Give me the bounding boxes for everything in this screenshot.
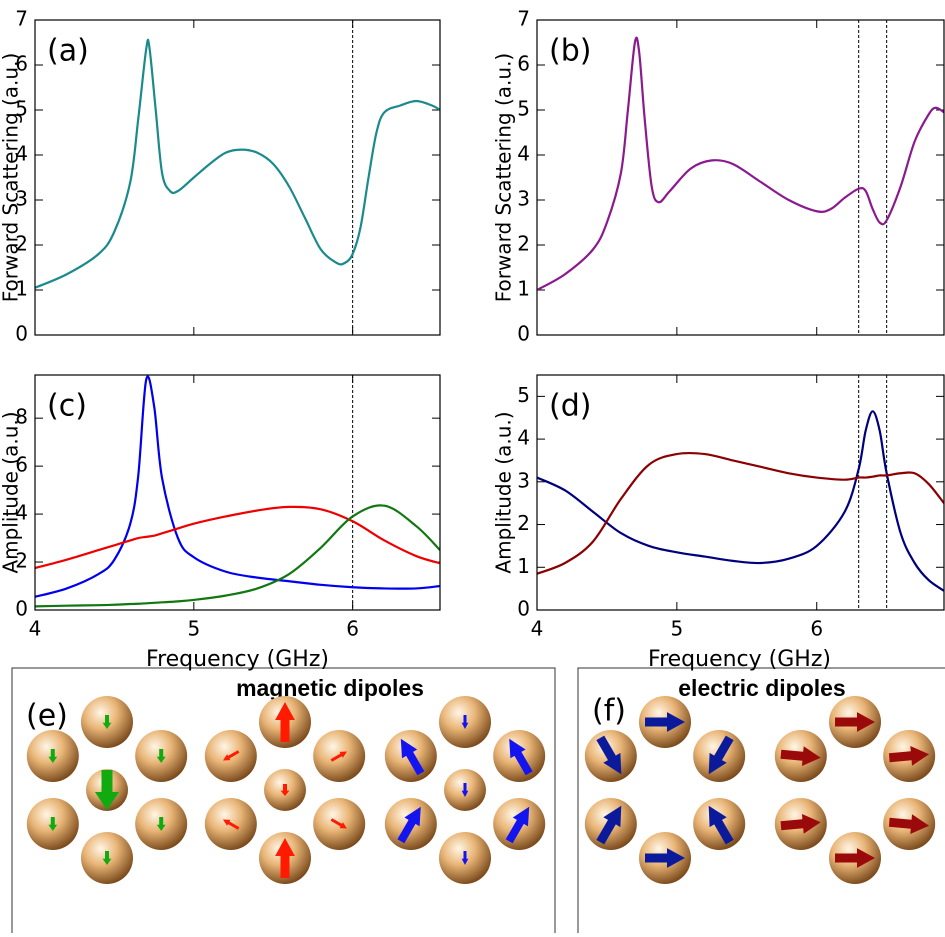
dipole-arrow: [645, 848, 685, 868]
data-line: [35, 505, 440, 570]
x-tick-label: 6: [346, 617, 359, 641]
y-tick-label: 2: [15, 232, 28, 256]
y-tick-label: 4: [517, 426, 530, 450]
plot-frame: [34, 19, 441, 336]
y-tick-label: 1: [517, 554, 530, 578]
dipole-arrow: [275, 838, 295, 878]
dipole-arrow: [156, 817, 166, 831]
x-tick-label: 5: [670, 617, 683, 641]
y-axis-label: Forward Scattering (a.u.): [0, 53, 23, 302]
y-tick-label: 1: [517, 277, 530, 301]
x-axis-label: Frequency (GHz): [146, 647, 329, 672]
data-line: [35, 504, 440, 608]
dipole-arrow: [708, 735, 734, 775]
y-tick-label: 6: [517, 52, 530, 76]
dipole-arrow: [275, 702, 295, 742]
y-tick-label: 5: [517, 97, 530, 121]
dipole-arrow: [596, 805, 622, 845]
x-tick-label: 4: [531, 617, 544, 641]
y-tick-label: 0: [15, 322, 28, 346]
panel-label: (a): [47, 34, 89, 69]
dipole-arrow: [156, 749, 166, 763]
y-tick-label: 3: [517, 187, 530, 211]
dipole-arrow: [461, 783, 469, 797]
y-axis-label: Forward Scattering (a.u.): [492, 53, 516, 302]
y-tick-label: 6: [15, 52, 28, 76]
panel-label: (b): [549, 34, 591, 69]
x-tick-label: 4: [29, 617, 42, 641]
dipole-arrow: [102, 851, 112, 865]
dipole-arrow: [280, 784, 290, 796]
dipole-arrow: [835, 712, 875, 732]
x-tick-label: 5: [187, 617, 200, 641]
y-tick-label: 4: [517, 142, 530, 166]
dipole-arrow: [888, 814, 930, 834]
x-tick-label: 6: [810, 617, 823, 641]
dipole-arrow: [48, 817, 58, 831]
y-tick-label: 2: [517, 511, 530, 535]
y-tick-label: 1: [15, 277, 28, 301]
y-tick-label: 0: [517, 597, 530, 621]
dipole-arrow: [223, 819, 240, 830]
plot-frame: [34, 374, 441, 611]
dipole-arrow: [223, 750, 240, 761]
dipole-arrow: [461, 851, 469, 865]
dipole-arrow: [330, 818, 347, 829]
dipole-arrow: [780, 814, 821, 834]
data-line: [35, 38, 440, 289]
y-tick-label: 3: [517, 468, 530, 492]
plot-frame: [536, 19, 945, 336]
panel-title: magnetic dipoles: [236, 675, 424, 701]
plot-frame: [536, 374, 945, 611]
y-tick-label: 0: [517, 322, 530, 346]
y-tick-label: 2: [15, 549, 28, 573]
dipole-arrow: [102, 715, 112, 729]
panel-label: (c): [47, 389, 87, 424]
y-tick-label: 2: [517, 232, 530, 256]
dipole-arrow: [48, 749, 58, 763]
y-tick-label: 0: [15, 597, 28, 621]
dipole-arrow: [400, 738, 425, 776]
y-tick-label: 7: [517, 7, 530, 31]
dipole-arrow: [596, 735, 622, 775]
dipole-arrow: [888, 746, 930, 766]
y-tick-label: 5: [517, 383, 530, 407]
y-tick-label: 6: [15, 453, 28, 477]
panel-box: [577, 667, 945, 937]
dipole-arrow: [397, 806, 421, 844]
y-axis-label: Amplitude (a.u.): [0, 411, 23, 573]
dipole-arrow: [780, 746, 821, 766]
y-tick-label: 4: [15, 142, 28, 166]
panel-label: (e): [26, 699, 68, 734]
dipole-arrow: [94, 770, 120, 810]
y-tick-label: 3: [15, 187, 28, 211]
panel-label: (f): [592, 694, 626, 729]
dipole-arrow: [645, 712, 685, 732]
dipole-arrow: [330, 751, 347, 762]
data-line: [35, 375, 440, 598]
data-line: [537, 451, 944, 575]
dipole-arrow: [505, 806, 530, 844]
dipole-arrow: [708, 805, 734, 845]
y-tick-label: 8: [15, 405, 28, 429]
panel-title: electric dipoles: [678, 675, 845, 701]
dipole-arrow: [509, 738, 533, 776]
data-line: [537, 410, 944, 592]
dipole-arrow: [461, 715, 469, 729]
panel-box: [11, 667, 556, 937]
y-tick-label: 4: [15, 501, 28, 525]
dipole-arrow: [835, 848, 875, 868]
panel-label: (d): [549, 389, 591, 424]
y-axis-label: Amplitude (a.u.): [492, 411, 516, 573]
data-line: [537, 36, 944, 291]
y-tick-label: 7: [15, 7, 28, 31]
y-tick-label: 5: [15, 97, 28, 121]
x-axis-label: Frequency (GHz): [648, 647, 831, 672]
